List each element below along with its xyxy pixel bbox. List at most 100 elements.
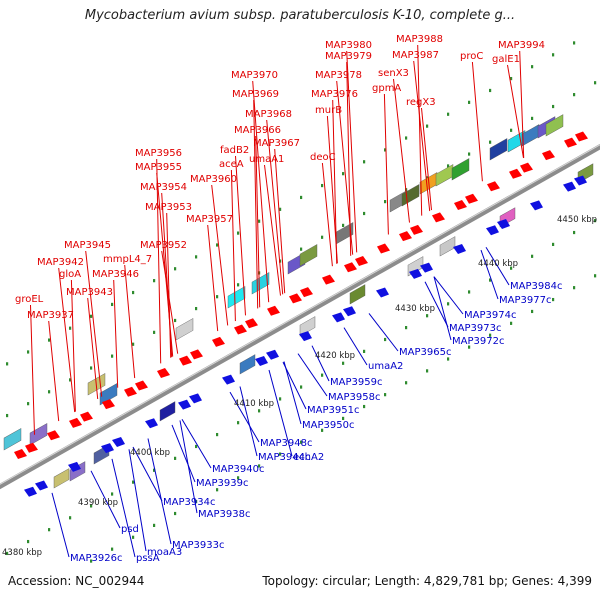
forward-feature-block[interactable] (521, 124, 540, 147)
reverse-gene-arrow[interactable] (497, 219, 510, 230)
forward-gene-arrow[interactable] (520, 162, 533, 173)
reverse-gene-label[interactable]: pssA (136, 553, 160, 564)
forward-gene-label[interactable]: MAP3969 (232, 89, 279, 100)
forward-gene-arrow[interactable] (322, 274, 335, 285)
reverse-gene-arrow[interactable] (563, 181, 576, 192)
forward-gene-arrow[interactable] (399, 231, 412, 242)
reverse-feature-block[interactable] (239, 354, 256, 375)
forward-gene-arrow[interactable] (267, 305, 280, 316)
forward-gene-label[interactable]: gpmA (372, 83, 401, 94)
reverse-gene-arrow[interactable] (101, 443, 114, 454)
reverse-gene-label[interactable]: MAP3959c (330, 377, 382, 388)
forward-gene-arrow[interactable] (47, 430, 60, 441)
forward-gene-label[interactable]: senX3 (378, 68, 409, 79)
reverse-gene-arrow[interactable] (574, 175, 587, 186)
forward-gene-label[interactable]: galE1 (492, 54, 520, 65)
reverse-gene-arrow[interactable] (68, 461, 81, 472)
forward-gene-label[interactable]: MAP3953 (145, 202, 192, 213)
forward-gene-label[interactable]: MAP3952 (140, 240, 187, 251)
forward-gene-arrow[interactable] (454, 199, 467, 210)
forward-feature-block[interactable] (299, 244, 318, 267)
reverse-gene-label[interactable]: MAP3950c (302, 420, 354, 431)
reverse-gene-label[interactable]: psd (121, 524, 139, 535)
reverse-gene-arrow[interactable] (189, 393, 202, 404)
reverse-gene-arrow[interactable] (299, 331, 312, 342)
forward-feature-block[interactable] (29, 423, 48, 446)
reverse-feature-block[interactable] (349, 284, 366, 305)
forward-gene-arrow[interactable] (14, 448, 27, 459)
forward-gene-arrow[interactable] (542, 150, 555, 161)
forward-gene-label[interactable]: proC (460, 51, 483, 62)
forward-feature-block[interactable] (435, 164, 454, 187)
reverse-gene-label[interactable]: MAP3958c (328, 392, 380, 403)
forward-gene-label[interactable]: MAP3979 (325, 51, 372, 62)
reverse-gene-label[interactable]: MAP3972c (452, 336, 504, 347)
reverse-gene-label[interactable]: umaA2 (368, 361, 403, 372)
reverse-gene-label[interactable]: MAP3934c (163, 497, 215, 508)
forward-gene-arrow[interactable] (432, 212, 445, 223)
reverse-gene-arrow[interactable] (376, 287, 389, 298)
forward-gene-label[interactable]: MAP3960 (190, 174, 237, 185)
reverse-feature-block[interactable] (53, 468, 70, 489)
forward-gene-label[interactable]: deoC (310, 152, 336, 163)
forward-gene-arrow[interactable] (102, 399, 115, 410)
reverse-gene-label[interactable]: MAP3948c (260, 438, 312, 449)
reverse-gene-arrow[interactable] (453, 243, 466, 254)
forward-gene-label[interactable]: MAP3957 (186, 214, 233, 225)
reverse-feature-block[interactable] (439, 236, 456, 257)
forward-gene-arrow[interactable] (575, 131, 588, 142)
forward-gene-label[interactable]: MAP3970 (231, 70, 278, 81)
forward-gene-label[interactable]: MAP3945 (64, 240, 111, 251)
forward-feature-block[interactable] (227, 286, 246, 309)
forward-feature-block[interactable] (3, 428, 22, 451)
forward-gene-label[interactable]: MAP3942 (37, 257, 84, 268)
forward-feature-block[interactable] (545, 114, 564, 137)
forward-feature-block[interactable] (175, 318, 194, 341)
reverse-gene-label[interactable]: MAP3951c (307, 405, 359, 416)
reverse-gene-arrow[interactable] (343, 306, 356, 317)
forward-gene-arrow[interactable] (69, 417, 82, 428)
forward-feature-block[interactable] (451, 158, 470, 181)
forward-gene-label[interactable]: MAP3956 (135, 148, 182, 159)
reverse-gene-label[interactable]: MAP3938c (198, 509, 250, 520)
forward-gene-label[interactable]: regX3 (406, 97, 436, 108)
forward-gene-arrow[interactable] (344, 262, 357, 273)
reverse-gene-arrow[interactable] (222, 374, 235, 385)
reverse-gene-arrow[interactable] (178, 399, 191, 410)
forward-gene-label[interactable]: MAP3987 (392, 50, 439, 61)
reverse-gene-label[interactable]: moaA3 (147, 547, 182, 558)
reverse-gene-label[interactable]: MAP3940c (212, 464, 264, 475)
reverse-gene-label[interactable]: MAP3974c (464, 310, 516, 321)
forward-gene-arrow[interactable] (355, 255, 368, 266)
reverse-gene-arrow[interactable] (266, 349, 279, 360)
forward-gene-arrow[interactable] (487, 181, 500, 192)
reverse-gene-arrow[interactable] (24, 486, 37, 497)
reverse-gene-label[interactable]: MAP3926c (70, 553, 122, 564)
reverse-gene-arrow[interactable] (145, 418, 158, 429)
reverse-gene-arrow[interactable] (409, 268, 422, 279)
forward-gene-label[interactable]: MAP3978 (315, 70, 362, 81)
forward-gene-arrow[interactable] (245, 318, 258, 329)
forward-gene-label[interactable]: MAP3976 (311, 89, 358, 100)
reverse-gene-arrow[interactable] (35, 480, 48, 491)
reverse-gene-arrow[interactable] (112, 436, 125, 447)
reverse-feature-block[interactable] (159, 401, 176, 422)
forward-gene-label[interactable]: aceA (219, 159, 244, 170)
forward-gene-arrow[interactable] (25, 442, 38, 453)
forward-gene-label[interactable]: umaA1 (249, 154, 284, 165)
forward-gene-label[interactable]: MAP3954 (140, 182, 187, 193)
forward-gene-label[interactable]: MAP3967 (253, 138, 300, 149)
forward-gene-label[interactable]: MAP3946 (92, 269, 139, 280)
forward-gene-arrow[interactable] (190, 349, 203, 360)
reverse-gene-label[interactable]: MAP3984c (510, 281, 562, 292)
forward-feature-block[interactable] (401, 184, 420, 207)
reverse-gene-arrow[interactable] (420, 262, 433, 273)
reverse-gene-label[interactable]: echA2 (293, 452, 324, 463)
reverse-gene-arrow[interactable] (530, 200, 543, 211)
reverse-gene-arrow[interactable] (332, 312, 345, 323)
forward-gene-arrow[interactable] (157, 368, 170, 379)
reverse-gene-label[interactable]: MAP3944c (258, 452, 310, 463)
forward-gene-arrow[interactable] (234, 324, 247, 335)
forward-gene-label[interactable]: fadB2 (220, 145, 249, 156)
